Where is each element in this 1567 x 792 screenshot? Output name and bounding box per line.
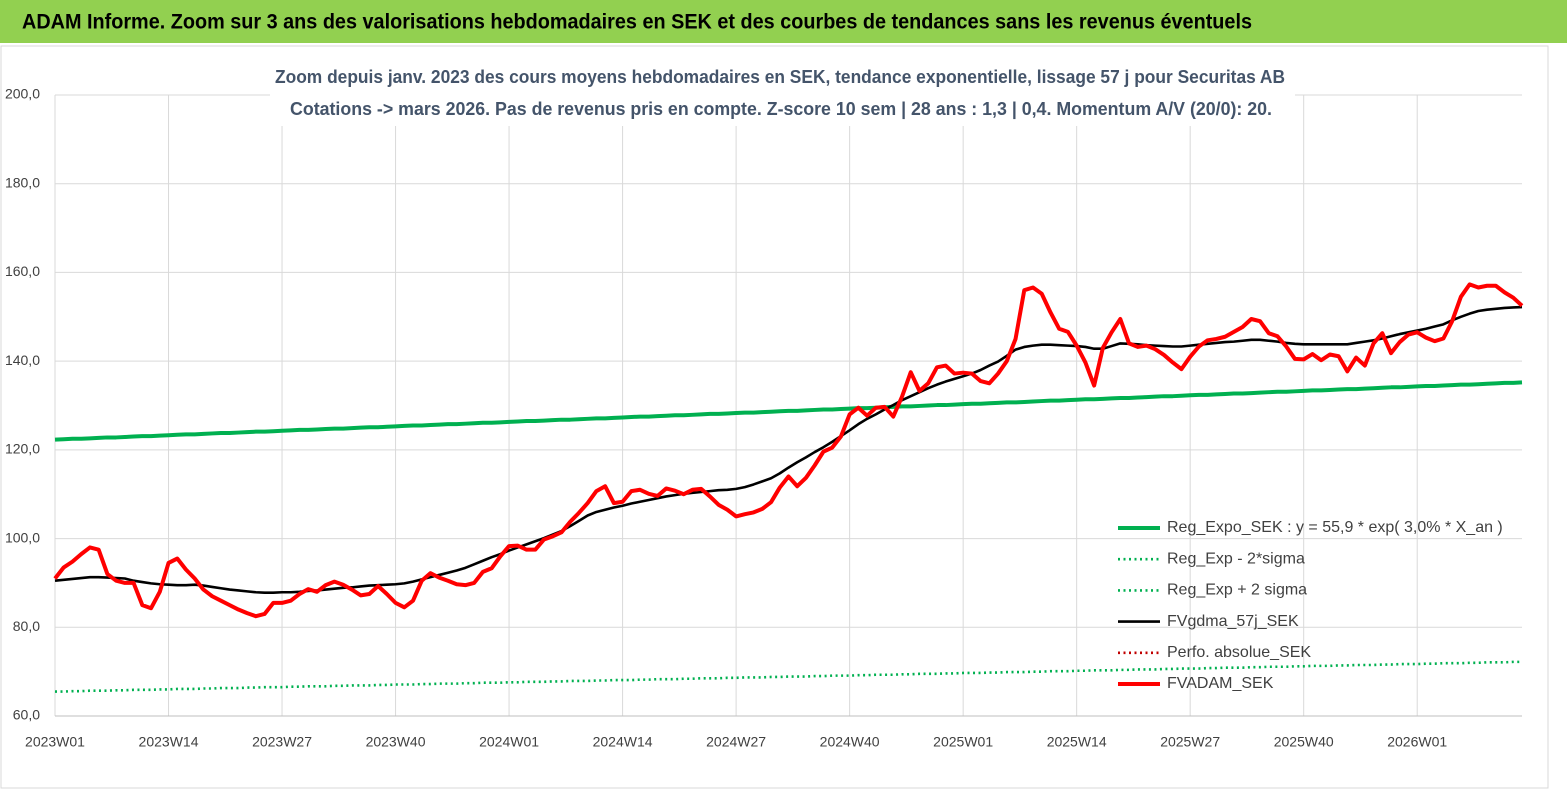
series-line — [53, 282, 1524, 619]
header-title: ADAM Informe. Zoom sur 3 ans des valoris… — [22, 11, 1252, 34]
plot-area — [53, 282, 1524, 693]
legend-label: Perfo. absolue_SEK — [1167, 644, 1311, 661]
x-tick-label: 2023W27 — [252, 734, 312, 750]
x-tick-label: 2024W01 — [479, 734, 539, 750]
subtitle-box — [270, 62, 1295, 126]
x-tick-label: 2025W14 — [1047, 734, 1107, 750]
header-bar — [0, 0, 1567, 43]
y-tick-label: 200,0 — [5, 86, 40, 102]
x-tick-label: 2026W01 — [1387, 734, 1447, 750]
x-tick-label: 2025W27 — [1160, 734, 1220, 750]
x-tick-label: 2023W01 — [25, 734, 85, 750]
y-tick-label: 140,0 — [5, 352, 40, 368]
legend-label: Reg_Exp - 2*sigma — [1167, 550, 1305, 567]
y-tick-label: 180,0 — [5, 174, 40, 190]
x-tick-label: 2024W40 — [820, 734, 880, 750]
x-tick-label: 2025W01 — [933, 734, 993, 750]
legend-label: FVADAM_SEK — [1167, 675, 1274, 692]
subtitle-line: Cotations -> mars 2026. Pas de revenus p… — [290, 99, 1272, 119]
legend-label: Reg_Exp + 2 sigma — [1167, 582, 1307, 599]
x-tick-label: 2023W40 — [366, 734, 426, 750]
y-tick-label: 120,0 — [5, 441, 40, 457]
x-tick-label: 2024W27 — [706, 734, 766, 750]
legend-label: Reg_Expo_SEK : y = 55,9 * exp( 3,0% * X_… — [1167, 519, 1503, 536]
series-line — [54, 380, 1523, 442]
subtitle-line: Zoom depuis janv. 2023 des cours moyens … — [275, 67, 1285, 87]
grid: 60,0 80,0 100,0 120,0 140,0 160,0 180,0 200,0 20… — [5, 86, 1522, 750]
y-tick-label: 80,0 — [13, 618, 40, 634]
chart-frame — [0, 45, 1549, 789]
x-tick-label: 2025W40 — [1274, 734, 1334, 750]
y-tick-label: 60,0 — [13, 707, 40, 723]
x-tick-label: 2023W14 — [139, 734, 199, 750]
legend: Reg_Expo_SEK : y = 55,9 * exp( 3,0% * X_… — [1118, 519, 1503, 692]
y-tick-label: 160,0 — [5, 263, 40, 279]
y-tick-label: 100,0 — [5, 529, 40, 545]
legend-label: FVgdma_57j_SEK — [1167, 613, 1299, 630]
x-tick-label: 2024W14 — [593, 734, 653, 750]
